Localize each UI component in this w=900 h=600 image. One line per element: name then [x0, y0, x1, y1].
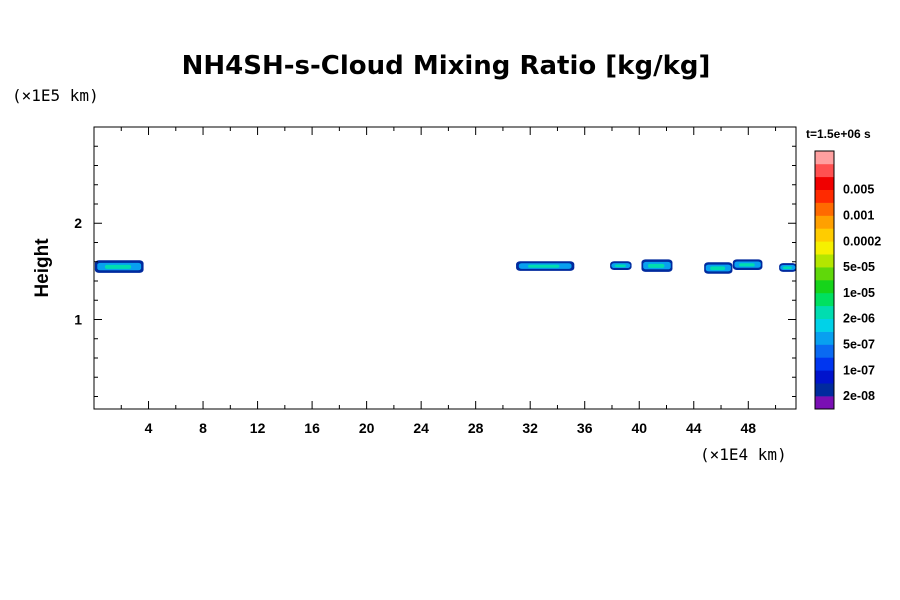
colorbar-swatch	[815, 331, 834, 345]
colorbar-swatch	[815, 189, 834, 203]
colorbar-swatch	[815, 254, 834, 268]
plot-frame	[93, 126, 797, 410]
colorbar-swatch	[815, 280, 834, 294]
y-axis-label: Height	[32, 238, 53, 298]
x-tick-label: 28	[468, 420, 484, 436]
colorbar-label: 5e-05	[843, 260, 875, 274]
colorbar-swatch	[815, 370, 834, 384]
colorbar-swatch	[815, 318, 834, 332]
cloud-patch-core	[614, 264, 626, 268]
colorbar-label: 0.005	[843, 183, 874, 197]
colorbar-swatch	[815, 383, 834, 397]
colorbar-label: 1e-07	[843, 363, 875, 377]
colorbar-swatch	[815, 396, 834, 410]
cloud-patches	[94, 259, 797, 274]
cloud-patch-core	[647, 263, 665, 268]
x-tick-label: 24	[413, 420, 429, 436]
colorbar-swatch	[815, 344, 834, 358]
colorbar-swatch	[815, 215, 834, 229]
colorbar-swatch	[815, 305, 834, 319]
time-label: t=1.5e+06 s	[806, 127, 871, 141]
colorbar-label: 0.001	[843, 209, 874, 223]
colorbar-label: 0.0002	[843, 234, 881, 248]
y-axis-unit: (×1E5 km)	[12, 86, 99, 105]
x-tick-label: 40	[631, 420, 647, 436]
colorbar-frame	[814, 150, 835, 410]
colorbar-swatch	[815, 267, 834, 281]
cloud-patch-core	[528, 264, 560, 268]
x-tick-label: 36	[577, 420, 593, 436]
chart-title: NH4SH-s-Cloud Mixing Ratio [kg/kg]	[182, 51, 711, 81]
colorbar-swatch	[815, 202, 834, 216]
y-tick-label: 1	[74, 311, 82, 327]
cloud-patch-core	[782, 266, 792, 270]
x-tick-label: 8	[199, 420, 207, 436]
colorbar-swatch	[815, 163, 834, 178]
y-tick-label: 2	[74, 215, 82, 231]
x-tick-label: 32	[522, 420, 538, 436]
x-tick-label: 44	[686, 420, 702, 436]
cloud-patch-core	[710, 266, 726, 271]
colorbar-label: 1e-05	[843, 286, 875, 300]
cloud-patch-core	[739, 263, 755, 267]
colorbar-swatch	[815, 292, 834, 307]
colorbar-swatch	[815, 357, 834, 371]
colorbar-label: 5e-07	[843, 338, 875, 352]
x-tick-label: 12	[250, 420, 266, 436]
x-tick-label: 4	[145, 420, 153, 436]
colorbar: 2e-08 1e-07 5e-07 2e-06 1e-05 5e-05 0.0002 0.00…	[814, 150, 881, 410]
x-axis-unit: (×1E4 km)	[700, 445, 787, 464]
colorbar-swatch	[815, 176, 834, 190]
cloud-patch-core	[104, 264, 132, 269]
colorbar-swatch	[815, 151, 834, 165]
x-tick-label: 20	[359, 420, 375, 436]
x-tick-label: 16	[304, 420, 320, 436]
x-tick-label: 48	[741, 420, 757, 436]
colorbar-swatch	[815, 228, 834, 242]
colorbar-label: 2e-06	[843, 312, 875, 326]
colorbar-swatch	[815, 241, 834, 255]
colorbar-label: 2e-08	[843, 389, 875, 403]
